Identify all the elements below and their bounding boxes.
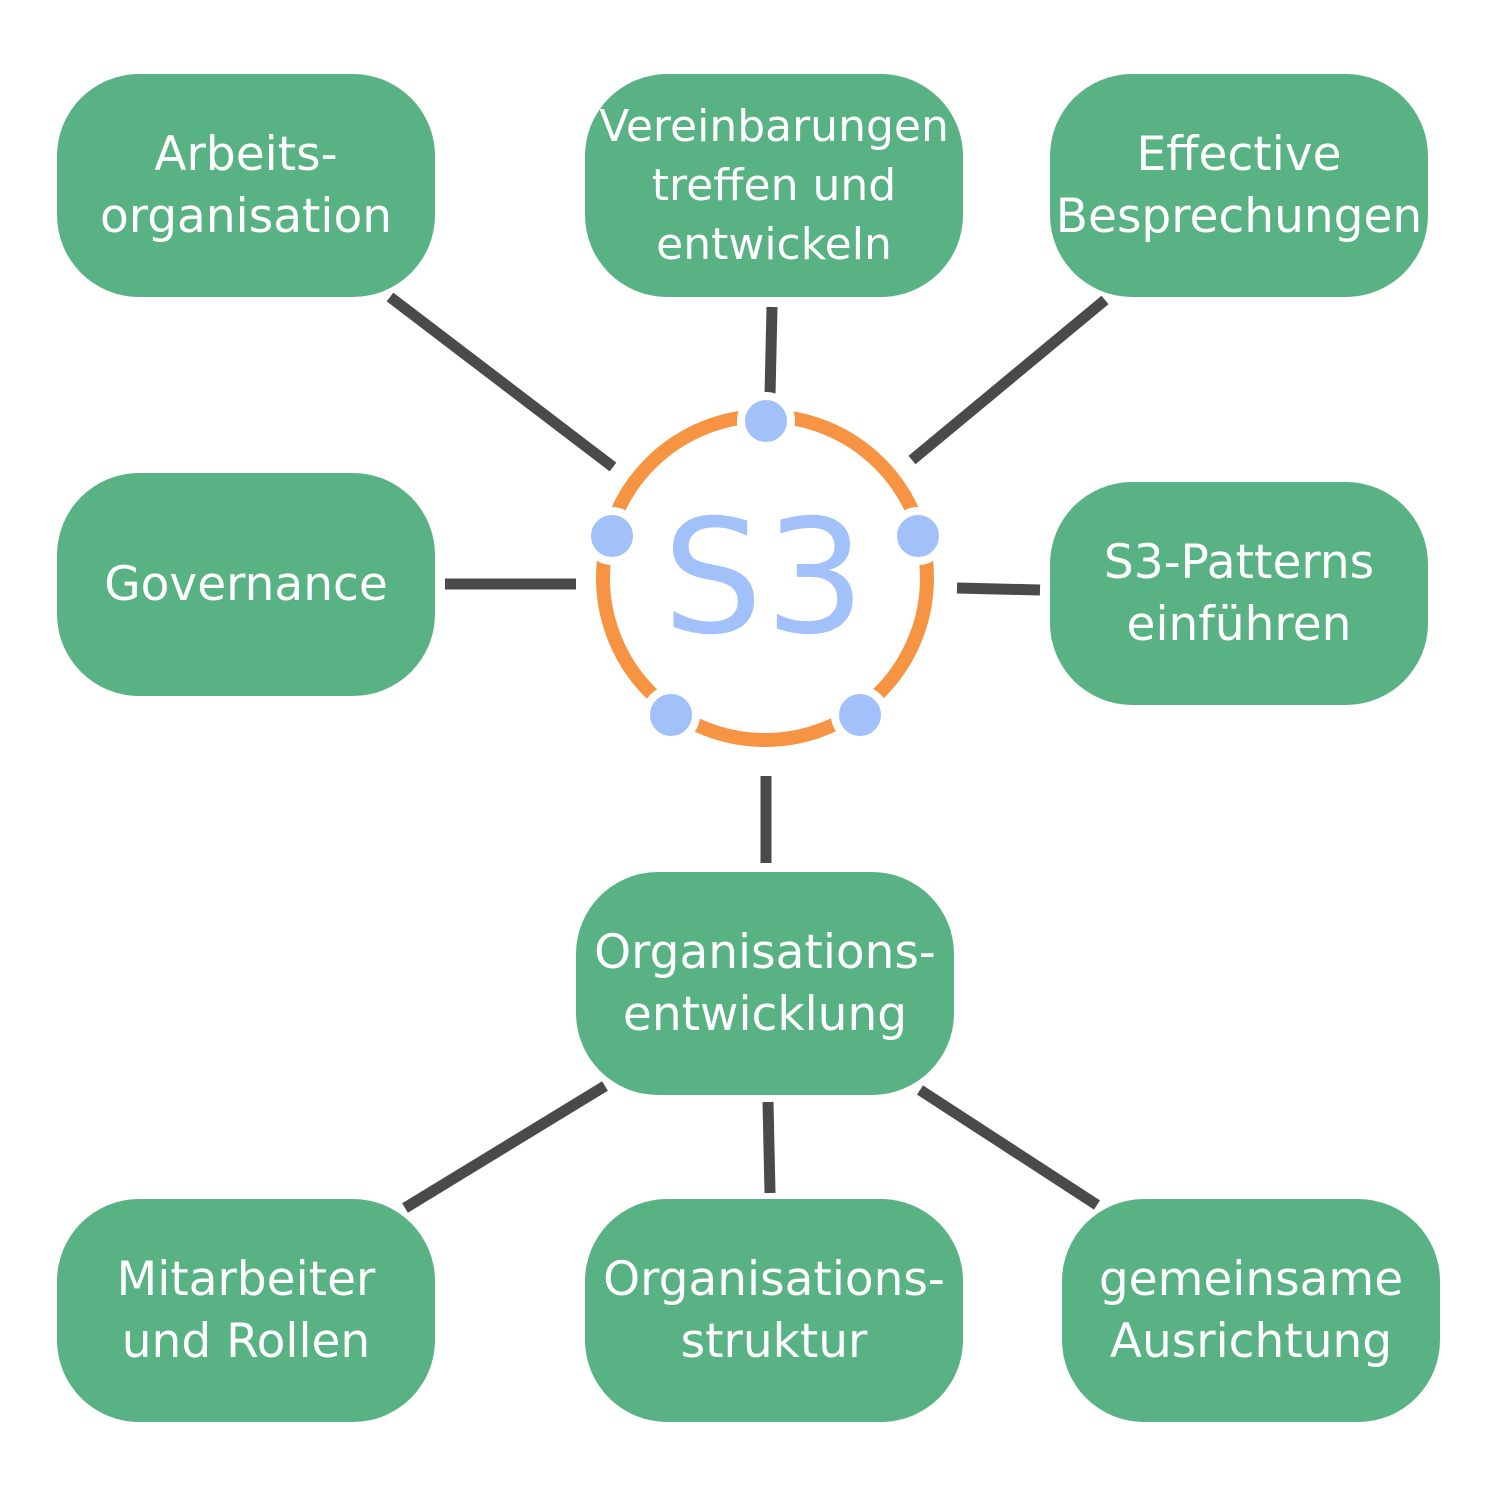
node-organisationsentwicklung: Organisations- entwicklung (576, 872, 954, 1095)
node-label: Organisations- entwicklung (594, 924, 936, 1042)
node-label: Arbeits- organisation (99, 126, 393, 244)
node-label: Governance (104, 556, 388, 612)
node-label: Organisations- struktur (603, 1251, 945, 1369)
s3-logo-dot-left (583, 507, 641, 565)
s3-logo-dot-top (737, 392, 795, 450)
connector-effective-besprechungen (908, 295, 1109, 465)
node-effective-besprechungen: Effective Besprechungen (1050, 74, 1428, 297)
connector-vereinbarungen (764, 306, 778, 396)
node-vereinbarungen: Vereinbarungen treffen und entwickeln (585, 74, 963, 297)
s3-logo-dot-right (889, 507, 947, 565)
s3-logo-dot-bottom-left (642, 686, 700, 744)
node-gemeinsame-ausrichtung: gemeinsame Ausrichtung (1062, 1199, 1440, 1422)
node-label: Vereinbarungen treffen und entwickeln (599, 101, 949, 270)
node-arbeitsorganisation: Arbeits- organisation (57, 74, 435, 297)
node-s3-patterns: S3-Patterns einführen (1050, 482, 1428, 705)
connector-s3-patterns (956, 582, 1041, 596)
s3-logo-text: S3 (662, 486, 868, 670)
node-label: Mitarbeiter und Rollen (116, 1251, 376, 1369)
connector-mitarbeiter-rollen (402, 1081, 608, 1213)
node-mitarbeiter-rollen: Mitarbeiter und Rollen (57, 1199, 435, 1422)
node-label: Effective Besprechungen (1055, 126, 1423, 244)
connector-organisationsstruktur (762, 1101, 776, 1194)
node-label: S3-Patterns einführen (1103, 534, 1375, 652)
node-organisationsstruktur: Organisations- struktur (585, 1199, 963, 1422)
s3-logo-dot-bottom-right (831, 686, 889, 744)
node-label: gemeinsame Ausrichtung (1098, 1251, 1404, 1369)
connector-gemeinsame-ausrichtung (917, 1085, 1100, 1210)
connector-arbeitsorganisation (386, 292, 617, 472)
node-governance: Governance (57, 473, 435, 696)
